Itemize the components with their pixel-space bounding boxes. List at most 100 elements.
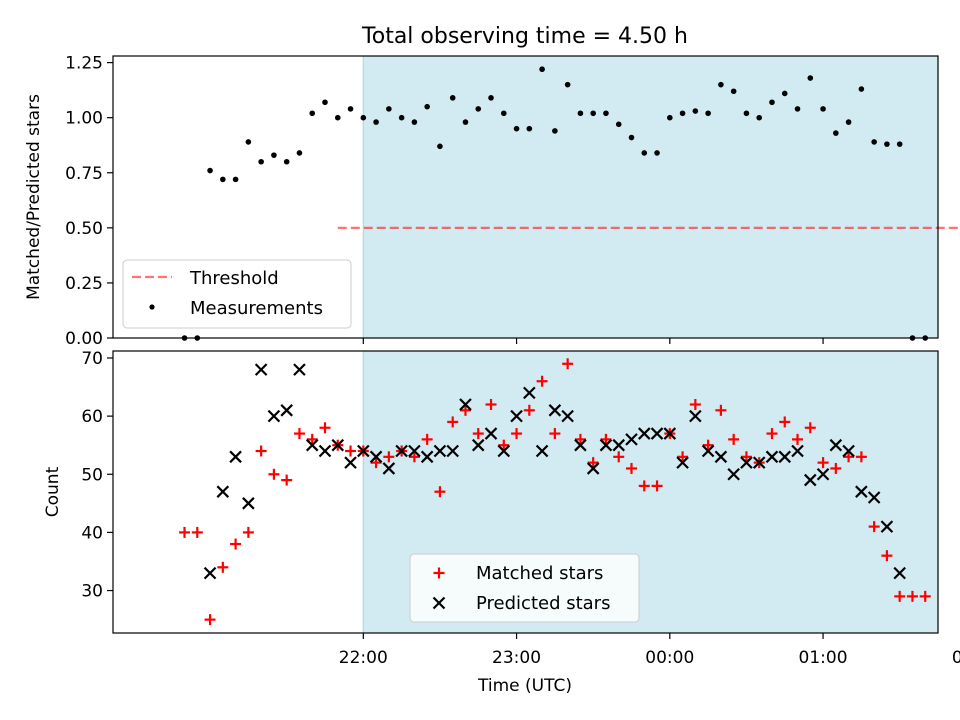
matched-star-point — [881, 550, 893, 562]
matched-star-point — [792, 433, 804, 445]
measurement-point — [322, 99, 328, 106]
y-tick-label: 70 — [81, 349, 103, 369]
predicted-star-point — [254, 363, 268, 376]
predicted-star-point-b — [216, 485, 230, 498]
matched-star-point — [204, 614, 216, 626]
predicted-star-point-b — [804, 473, 817, 487]
matched-star-point — [345, 445, 357, 457]
matched-star-point — [779, 416, 791, 428]
matched-star-point — [587, 457, 599, 469]
legend-predicted-cross-b — [432, 596, 446, 610]
predicted-star-point-b — [408, 444, 421, 458]
predicted-star-point — [344, 456, 357, 469]
ratio-legend: Threshold Measurements — [122, 259, 352, 329]
predicted-star-point-b — [842, 444, 855, 458]
legend-predicted-label: Predicted stars — [476, 593, 610, 614]
matched-star-point — [319, 422, 331, 434]
measurement-point — [283, 158, 290, 165]
predicted-star-point-b — [382, 462, 396, 475]
measurement-point — [833, 130, 839, 136]
predicted-star-point-b — [676, 456, 689, 469]
legend-measurements-label: Measurements — [190, 298, 323, 319]
matched-star-point — [255, 445, 267, 457]
measurement-point — [232, 176, 239, 183]
predicted-star-point-b — [867, 491, 881, 504]
predicted-star-point — [408, 444, 421, 458]
measurement-point — [577, 110, 584, 117]
predicted-star-point — [740, 456, 753, 469]
predicted-star-point — [216, 485, 230, 498]
measurement-point — [564, 81, 571, 88]
predicted-star-point — [395, 444, 408, 458]
legend-matched-swatch — [433, 567, 445, 579]
measurement-point — [360, 114, 367, 121]
count-y-axis-label: Count — [43, 466, 63, 517]
predicted-star-point — [280, 404, 293, 417]
predicted-star-point — [663, 427, 677, 440]
measurement-point — [654, 150, 660, 156]
count-panel: 30 40 50 60 70 22:00 23:00 00:00 01:00 02:00 Cou… — [43, 349, 960, 696]
matched-star-point — [600, 433, 612, 445]
predicted-star-point — [574, 438, 587, 452]
predicted-star-point-b — [816, 467, 830, 481]
matched-star-point — [434, 486, 446, 498]
predicted-star-point — [586, 462, 600, 475]
matched-star-point — [638, 480, 650, 492]
predicted-star-point-b — [471, 438, 485, 452]
ratio-y-ticks: 0.00 0.25 0.50 0.75 1.00 1.25 — [65, 54, 113, 349]
measurement-point — [884, 141, 890, 147]
matched-star-point — [677, 451, 689, 463]
measurement-point — [475, 106, 482, 112]
predicted-star-point-b — [293, 363, 306, 376]
predicted-star-point — [548, 404, 562, 417]
predicted-star-point-b — [880, 520, 894, 533]
predicted-star-point — [829, 438, 843, 452]
measurement-point — [628, 134, 635, 141]
predicted-star-point — [497, 444, 511, 458]
matched-star-point — [459, 404, 471, 416]
count-y-ticks: 30 40 50 60 70 — [81, 349, 113, 602]
matched-star-point — [549, 428, 561, 440]
predicted-star-point-b — [433, 444, 447, 458]
measurement-point — [718, 81, 724, 88]
observing-span — [363, 56, 939, 338]
predicted-star-point-b — [561, 409, 574, 423]
predicted-star-point — [650, 427, 664, 440]
matched-star-point — [447, 416, 459, 428]
matched-star-point — [894, 590, 906, 602]
predicted-star-point — [420, 450, 434, 464]
predicted-star-point — [676, 456, 689, 469]
count-legend-box — [409, 553, 640, 623]
measurement-point — [820, 106, 826, 112]
predicted-star-point — [804, 473, 817, 487]
x-tick-label: 22:00 — [339, 648, 388, 668]
x-tick-label: 00:00 — [645, 648, 694, 668]
predicted-star-point — [305, 438, 319, 452]
predicted-star-point — [267, 409, 281, 423]
matched-star-point — [281, 474, 293, 486]
matched-star-point — [766, 428, 778, 440]
legend-matched-plus — [433, 567, 445, 579]
predicted-star-point — [637, 427, 651, 440]
measurement-point — [245, 139, 252, 145]
predicted-star-point-b — [318, 444, 332, 458]
predicted-star-point — [625, 433, 638, 446]
matched-star-point — [485, 398, 497, 410]
predicted-star-point-b — [689, 409, 702, 423]
predicted-star-point-b — [395, 444, 408, 458]
predicted-star-point — [765, 450, 779, 464]
matched-star-point — [191, 526, 203, 538]
predicted-star-point-b — [752, 456, 766, 469]
x-tick-label: 02:00 — [952, 648, 960, 668]
measurement-point — [590, 110, 596, 117]
predicted-star-point — [689, 409, 702, 423]
predicted-star-point — [816, 467, 830, 481]
predicted-star-point — [752, 456, 766, 469]
count-legend: Matched stars Predicted stars — [409, 553, 640, 623]
matched-star-point — [421, 433, 433, 445]
predicted-star-point — [459, 398, 472, 411]
x-tick-label: 01:00 — [799, 648, 848, 668]
matched-star-point — [408, 451, 420, 463]
matched-star-point — [523, 404, 535, 416]
